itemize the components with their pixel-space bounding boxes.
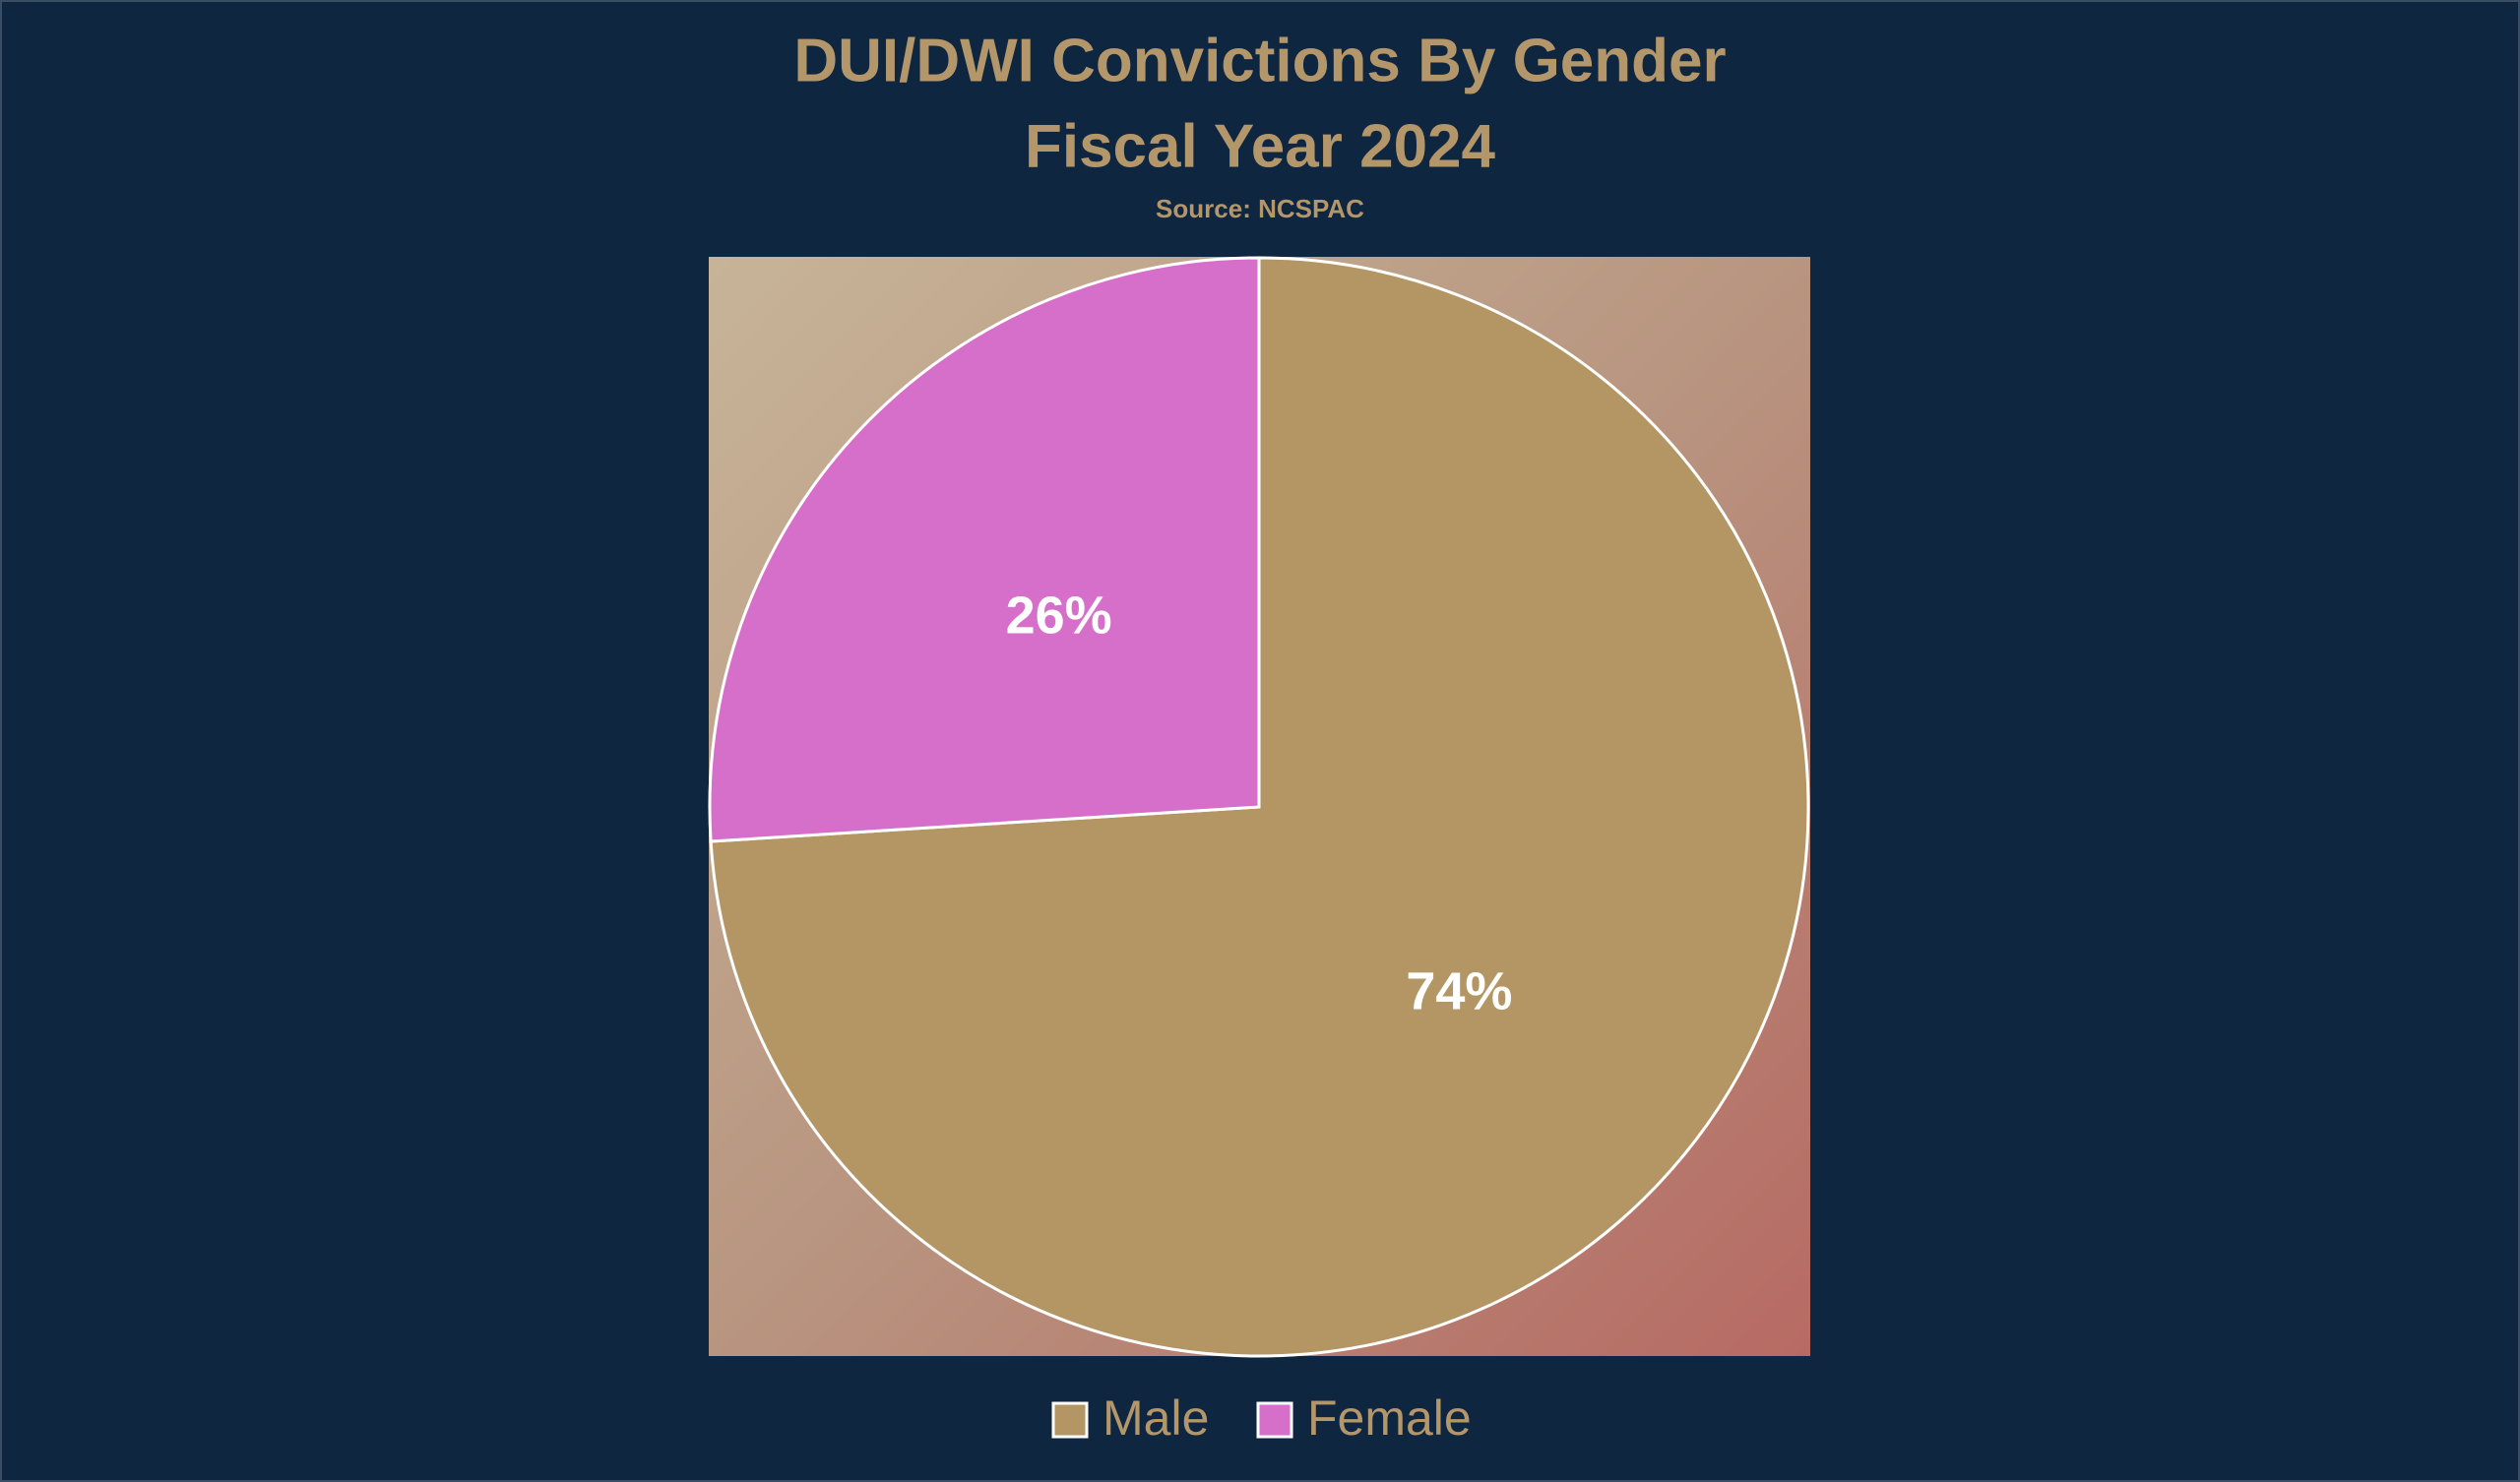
data-label: 74% xyxy=(1406,961,1512,1020)
legend-label: Male xyxy=(1102,1390,1209,1446)
legend-label: Female xyxy=(1307,1390,1472,1446)
legend-swatch xyxy=(1051,1401,1089,1439)
chart-source: Source: NCSPAC xyxy=(1156,194,1364,223)
pie-slice xyxy=(708,256,1261,843)
legend: Male Female xyxy=(1051,1390,1472,1446)
legend-swatch xyxy=(1256,1401,1293,1439)
pie: 74% 26% xyxy=(708,256,1810,1358)
chart-title: DUI/DWI Convictions By Gender xyxy=(793,27,1726,94)
data-label: 26% xyxy=(1006,586,1112,645)
chart-subtitle: Fiscal Year 2024 xyxy=(1025,112,1496,180)
